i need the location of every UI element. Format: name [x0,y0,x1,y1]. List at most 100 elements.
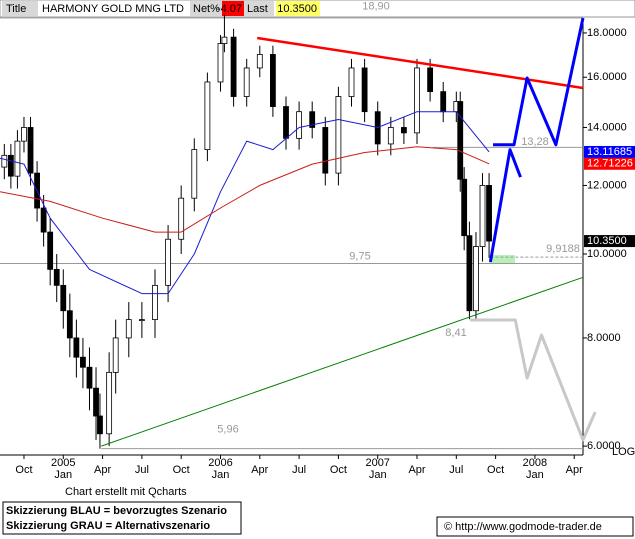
x-tick-label: Jan [369,469,387,481]
candle-body [243,67,250,97]
level-label: 18,90 [362,1,390,13]
x-year-label: 2008 [523,457,547,469]
candle-body [7,154,14,177]
candle-body [414,67,420,134]
candle-body [427,67,434,93]
x-year-label: 2005 [51,457,75,469]
overlay-line [0,146,490,233]
candle-body [466,235,473,312]
header-cell [276,1,320,16]
candle-body [14,140,21,177]
candle-body [191,149,198,199]
price-tag [584,145,635,158]
x-year-label: 2006 [208,457,232,469]
candle-body [21,127,27,142]
candle-body [53,268,60,286]
candle-body [230,36,237,97]
candle-body [66,310,73,339]
note-box [2,501,242,535]
y-tick-label: 18.0000 [587,27,627,39]
candle-body [217,43,224,83]
candle-body [309,111,316,128]
candle-body [256,54,263,69]
header-cell [190,1,222,16]
x-tick-label: Jan [526,469,544,481]
x-tick-label: Jan [212,469,230,481]
x-tick-label: Jan [54,469,72,481]
x-tick-label: Jul [135,464,149,476]
net-value: -4.07 [217,3,242,15]
note-gray: Skizzierung GRAU = Alternativszenario [6,520,210,532]
candle-body [401,127,407,134]
candle-body [40,207,47,233]
overlay-line [488,148,522,263]
candle-body [80,356,86,368]
price-tag [584,235,635,248]
candle-body [86,366,93,389]
header-title-label: Title [6,3,26,15]
x-tick-label: Apr [566,464,583,476]
net-label: Net% [193,3,220,15]
overlay-line [101,276,584,447]
candle-body [479,185,486,247]
y-tick-label: 16.0000 [587,71,627,83]
x-tick-label: Oct [487,464,504,476]
candle-body [138,319,145,321]
y-tick-label: 8.0000 [587,332,621,344]
candle-body [387,127,394,145]
candle-body [361,67,368,113]
candle-body [106,371,113,435]
header-cell [222,1,244,16]
price-tag-label: 12.71226 [587,158,633,170]
level-label: 9,75 [349,250,370,262]
overlay-line [493,17,585,147]
candle-body [221,36,228,44]
candle-body [60,284,67,312]
overlay-line [470,318,597,442]
price-tag [584,157,635,170]
price-tag-label: 13.11685 [587,146,632,158]
header-cell [2,1,38,16]
candle-body [165,238,171,286]
candle-body [93,387,99,417]
level-label: 5,96 [217,424,238,436]
y-tick-label: 6.0000 [587,440,621,452]
x-tick-label: Oct [330,464,347,476]
level-label: 13,28 [521,136,549,148]
candle-body [27,127,34,174]
candle-body [296,111,302,139]
scale-label: LOG [612,446,635,458]
header-cell [244,1,274,16]
last-value: 10.3500 [277,3,317,15]
candle-body [473,246,479,312]
candle-body [73,337,80,358]
candle-body [335,96,342,174]
x-tick-label: Apr [94,464,111,476]
overlay-line [0,111,490,295]
candle-body [97,415,103,435]
credit: Chart erstellt mit Qcharts [65,486,187,498]
symbol: HARMONY GOLD MNG LTD [42,3,184,15]
level-label: 9,9188 [546,243,580,255]
candle-body [47,231,54,270]
target-zone [489,255,515,264]
note-blue: Skizzierung BLAU = bevorzugtes Szenario [6,505,227,517]
x-tick-label: Apr [251,464,268,476]
level-label: 8,41 [445,327,466,339]
last-label: Last [247,3,268,15]
x-tick-label: Apr [408,464,425,476]
price-tag-label: 10.3500 [587,235,627,247]
candle-body [1,154,8,168]
y-tick-label: 12.0000 [587,179,627,191]
candle-body [322,127,329,174]
candle-body [486,185,492,242]
candle-body [112,337,119,373]
candle-body [461,178,468,237]
candle-body [204,81,211,150]
x-tick-label: Oct [173,464,190,476]
y-tick-label: 14.0000 [587,121,627,133]
candle-body [457,101,464,180]
x-year-label: 2007 [365,457,389,469]
